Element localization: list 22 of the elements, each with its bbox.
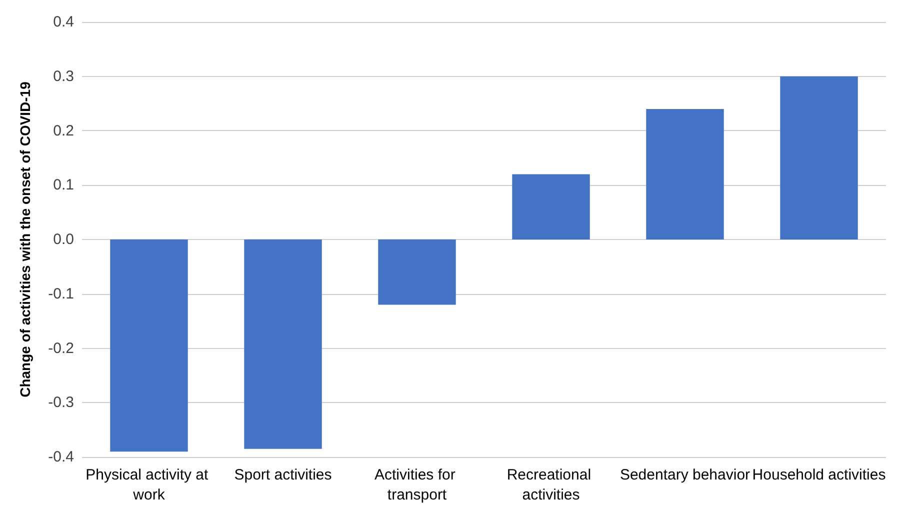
x-tick-label: Household activities [752,466,886,484]
bar [244,240,322,449]
y-tick-label: -0.2 [48,340,74,357]
x-tick-label: Sport activities [234,466,332,484]
y-tick-label: 0.1 [53,176,74,194]
x-tick-label: Physical activity at work [86,466,212,504]
y-axis-title: Change of activities with the onset of COVID-19 [17,81,33,398]
x-tick-label: Recreational activities [506,466,596,504]
bar [780,76,858,240]
y-tick-label: 0.0 [53,231,74,248]
bar [512,174,590,240]
x-tick-label: Sedentary behavior [620,466,750,484]
bar [110,240,188,452]
y-tick-label: -0.1 [48,285,74,302]
y-tick-label: -0.4 [48,448,74,466]
bar [646,109,724,240]
x-tick-label: Activities for transport [374,466,460,504]
y-tick-label: -0.3 [48,394,74,412]
bar [378,240,456,305]
y-tick-label: 0.2 [53,122,74,140]
y-tick-label: 0.3 [53,68,74,85]
y-tick-label: 0.4 [53,14,74,30]
